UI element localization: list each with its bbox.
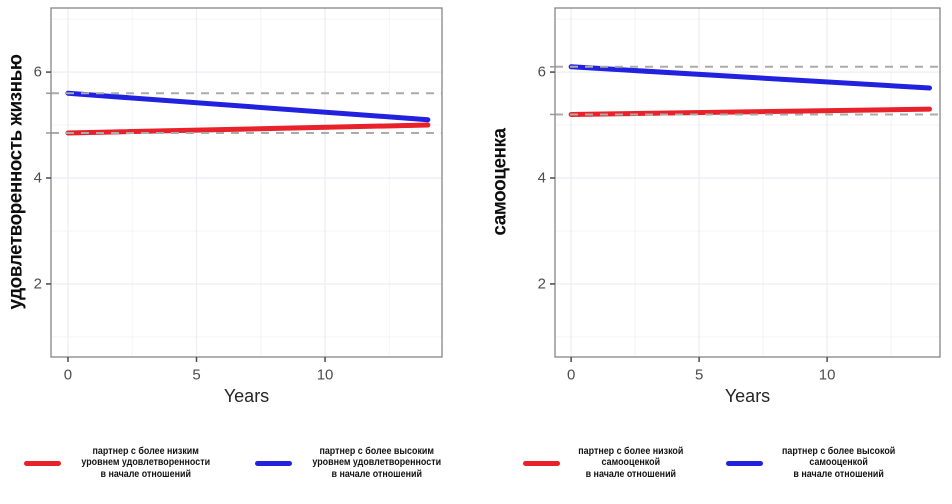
legend-label-line: партнер с более высоким [319, 444, 435, 457]
legend-label-line: уровнем удовлетворенности [80, 456, 210, 469]
x-tick-label: 5 [695, 367, 703, 384]
legend-line-swatch-partner-higher-initial-self-esteem [726, 460, 764, 466]
legend-label-partner-lower-initial-satisfaction: партнер с более низким уровнем удовлетвор… [80, 444, 210, 481]
legend-self-esteem: партнер с более низкой самооценкой в начал… [476, 432, 952, 494]
chart-canvas: 2 4 6 0 5 10 [538, 7, 941, 384]
legend-item-partner-higher-initial-self-esteem: партнер с более высокой самооценкой в нача… [726, 444, 905, 481]
panel-background [555, 8, 940, 357]
legend-line-swatch-partner-lower-initial-self-esteem [522, 460, 560, 466]
y-tick-label: 6 [538, 64, 546, 81]
legend-label-line: партнер с более низким [92, 444, 199, 457]
x-tick-label: 10 [317, 367, 334, 384]
legend-label-partner-lower-initial-self-esteem: партнер с более низкой самооценкой в начал… [577, 444, 683, 481]
legend-label-partner-higher-initial-satisfaction: партнер с более высоким уровнем удовлетво… [312, 444, 442, 481]
x-tick-label: 0 [64, 367, 72, 384]
x-tick-label: 5 [192, 367, 200, 384]
legend-item-partner-higher-initial-satisfaction: партнер с более высоким уровнем удовлетво… [255, 444, 452, 481]
x-axis-title-years: Years [724, 386, 771, 406]
x-tick-label: 10 [819, 367, 836, 384]
panel-border [554, 7, 941, 358]
legend-label-line: в начале отношений [100, 467, 191, 480]
legend-label-line: в начале отношений [585, 467, 676, 480]
chart-canvas: 2 4 6 0 5 10 [34, 7, 443, 384]
legend-item-partner-lower-initial-satisfaction: партнер с более низким уровнем удовлетвор… [23, 444, 221, 481]
y-axis-title-life-satisfaction: удовлетворенность жизнью [5, 54, 26, 310]
x-axis-title-years: Years [223, 386, 270, 406]
legend-label-line: самооценкой [809, 456, 869, 469]
y-tick-label: 6 [34, 64, 42, 81]
y-tick-label: 4 [538, 169, 546, 186]
legend-label-line: партнер с более низкой [577, 444, 683, 457]
legend-item-partner-lower-initial-self-esteem: партнер с более низкой самооценкой в начал… [522, 444, 693, 481]
legend-label-line: в начале отношений [331, 467, 422, 480]
panel-border [50, 7, 443, 358]
panel-background [51, 8, 442, 357]
legend-label-line: партнер с более высокой [782, 444, 896, 457]
life-satisfaction-chart: 2 4 6 0 5 10 удовлетворенность жизнью Years п… [0, 7, 476, 494]
legend-life-satisfaction: партнер с более низким уровнем удовлетвор… [0, 432, 476, 494]
legend-line-swatch-partner-lower-initial-satisfaction [23, 460, 61, 466]
y-axis-title-self-esteem: самооценка [489, 128, 510, 236]
self-esteem-chart: 2 4 6 0 5 10 самооценка Years партнер с более… [476, 0, 952, 504]
legend-label-partner-higher-initial-self-esteem: партнер с более высокой самооценкой в нача… [782, 444, 896, 481]
legend-label-line: в начале отношений [793, 467, 885, 480]
y-tick-label: 2 [538, 275, 546, 292]
y-tick-label: 2 [34, 275, 42, 292]
series-line-partner-higher-initial-self-esteem [568, 64, 933, 91]
series-line-partner-higher-initial-satisfaction [65, 90, 431, 123]
legend-line-swatch-partner-higher-initial-satisfaction [255, 460, 292, 466]
legend-label-line: уровнем удовлетворенности [312, 456, 442, 469]
y-tick-label: 4 [34, 169, 42, 186]
legend-label-line: самооценкой [601, 456, 660, 469]
x-tick-label: 0 [567, 367, 575, 384]
series-line-partner-lower-initial-satisfaction [65, 122, 431, 136]
